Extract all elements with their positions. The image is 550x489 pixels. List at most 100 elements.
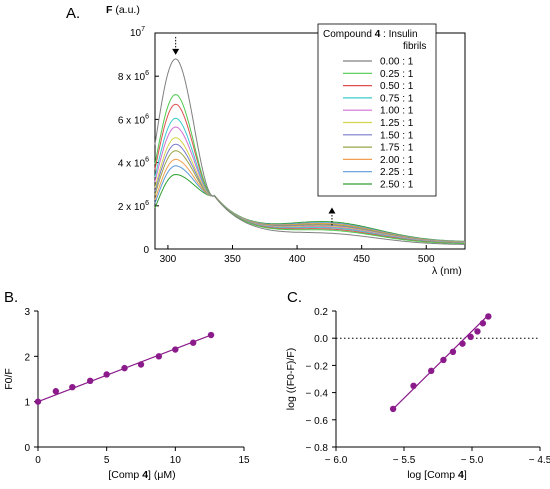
panel-a-y-tick-exponent: 6 <box>145 157 149 164</box>
panel-c-y-tick-label: − 0.6 <box>305 416 328 427</box>
panel-a-legend-label: 1.00 : 1 <box>380 106 414 117</box>
panel-c-y-tick-label: 0.0 <box>314 334 328 345</box>
panel-a-x-tick-label: 300 <box>160 254 177 265</box>
panel-a-legend-label: 2.50 : 1 <box>380 180 414 191</box>
panel-a-y-multiplier-exp: 7 <box>141 26 145 33</box>
panel-b-x-tick-label: 15 <box>238 455 250 466</box>
panel-b-data-point <box>121 364 128 372</box>
panel-b-x-axis-label-suffix: ] (μM) <box>148 469 176 481</box>
panel-a-y-tick-label: 6 x 106 <box>118 113 149 126</box>
panel-a-x-tick-label: 400 <box>289 254 306 265</box>
panel-a-y-tick-exponent: 6 <box>145 70 149 77</box>
panel-c-data-point <box>440 356 447 364</box>
panel-a-y-multiplier: 107 <box>130 26 145 39</box>
panel-c-x-ticks: − 6.0 − 5.5 − 5.0 − 4.5 <box>325 447 550 466</box>
panel-b-data-point <box>207 331 215 339</box>
panel-c-x-axis-label-bold: 4 <box>458 469 464 481</box>
panel-a-spectrum-line <box>154 94 465 245</box>
panel-a-y-tick-exponent: 6 <box>145 113 149 120</box>
panel-c-data-point <box>449 348 457 355</box>
panel-a-spectra <box>154 58 466 245</box>
panel-b-data-point <box>155 353 163 360</box>
panel-c-x-tick-label: − 5.0 <box>461 455 484 466</box>
panel-b-data-point <box>103 371 110 378</box>
panel-c-data-point <box>467 333 474 341</box>
panel-a-y-tick-mantissa: 4 x 10 <box>118 159 146 170</box>
panel-a-y-tick-exponent: 6 <box>145 200 149 207</box>
panel-a-legend-label: 2.25 : 1 <box>380 167 414 178</box>
panel-b-y-ticks: 0 1 2 3 <box>24 307 38 454</box>
panel-a-legend: Compound 4 : Insulin fibrils 0.00 : 10.2… <box>317 23 437 197</box>
panel-b-x-axis-label: [Comp 4] (μM) <box>108 469 175 481</box>
panel-b-data-point <box>69 383 76 391</box>
panel-a-legend-items: 0.00 : 10.25 : 10.50 : 10.75 : 1 1.00 : 1… <box>343 57 414 191</box>
panel-c-x-axis-label: log [Comp 4] <box>407 469 467 481</box>
panel-a-y-axis-label: F (a.u.) <box>106 4 140 16</box>
panel-c-y-tick-label: − 0.4 <box>305 389 328 400</box>
panel-b-x-ticks: 0 5 10 15 <box>35 447 250 466</box>
panel-a-legend-label: 2.00 : 1 <box>380 155 414 166</box>
panel-a-y-multiplier-base: 10 <box>130 28 142 39</box>
panel-c-x-tick-label: − 5.5 <box>393 455 416 466</box>
panel-c-x-axis-label-prefix: log [Comp <box>407 469 458 481</box>
panel-b-data-point <box>86 377 94 385</box>
panel-a-legend-title-bold: 4 <box>375 29 381 40</box>
panel-a-y-axis-label-unit: (a.u.) <box>115 4 140 16</box>
panel-a-y-tick-label: 0 <box>143 245 149 256</box>
panel-c-y-tick-label: − 0.2 <box>305 361 328 372</box>
panel-a-arrow-down-head <box>172 48 180 55</box>
panel-a-legend-title: Compound 4 : Insulin <box>323 29 418 40</box>
panel-a-legend-label: 0.50 : 1 <box>380 81 414 92</box>
panel-a-x-tick-label: 350 <box>224 254 241 265</box>
panel-c-fit <box>392 314 489 410</box>
panel-b-data-point <box>172 346 179 353</box>
panel-c-data-point <box>389 405 397 413</box>
panel-a-y-tick-mantissa: 6 x 10 <box>118 115 146 126</box>
panel-c-data-point <box>474 328 481 335</box>
panel-c-fit-line <box>392 314 489 410</box>
panel-a-y-tick-label: 4 x 106 <box>118 157 149 170</box>
panel-c-data-point <box>485 313 492 320</box>
panel-c-data-point <box>459 340 466 347</box>
panel-a-y-tick-label: 8 x 106 <box>118 70 149 83</box>
panel-c-label: C. <box>287 289 302 306</box>
panel-a-y-tick-label: 2 x 106 <box>118 200 149 213</box>
panel-a-legend-label: 1.50 : 1 <box>380 130 414 141</box>
panel-b-x-axis-label-bold: 4 <box>142 469 148 481</box>
panel-b-data-point <box>34 398 42 405</box>
panel-b: B. 0 1 2 3 0 5 10 15 F0/F [Comp 4] (μM) <box>3 289 250 481</box>
panel-a-legend-title-line2: fibrils <box>403 41 426 52</box>
panel-c-x-tick-label: − 6.0 <box>325 455 348 466</box>
panel-a-y-axis-label-bold: F <box>106 4 113 16</box>
panel-a-x-ticks: 300 350 400 450 500 <box>160 245 435 265</box>
panel-b-points <box>34 331 215 405</box>
panel-a-x-tick-label: 500 <box>418 254 435 265</box>
panel-b-y-axis-label: F0/F <box>3 368 15 390</box>
panel-c-y-tick-label: − 0.8 <box>305 443 328 454</box>
panel-c-y-ticks: 0.2 0.0 − 0.2 − 0.4 − 0.6 − 0.8 <box>305 307 336 454</box>
panel-c-y-tick-label: 0.2 <box>314 307 328 318</box>
panel-b-y-tick-label: 1 <box>24 398 30 409</box>
panel-b-x-tick-label: 10 <box>170 455 182 466</box>
panel-a-legend-label: 0.25 : 1 <box>380 69 414 80</box>
panel-b-label: B. <box>4 289 18 306</box>
panel-c-points <box>389 313 492 413</box>
panel-c-data-point <box>479 320 487 327</box>
panel-a-spectrum-line <box>154 58 465 245</box>
panel-a-legend-label: 1.25 : 1 <box>380 118 414 129</box>
panel-b-x-tick-label: 0 <box>35 455 41 466</box>
panel-a-legend-label: 0.75 : 1 <box>380 93 414 104</box>
panel-b-x-axis-label-prefix: [Comp <box>108 469 142 481</box>
panel-a-legend-title-prefix: Compound <box>323 29 375 40</box>
panel-a-y-tick-mantissa: 0 <box>143 245 149 256</box>
panel-c: C. 0.2 0.0 − 0.2 − 0.4 − 0.6 − 0.8 − 6.0 − 5.5… <box>285 289 550 481</box>
panel-b-x-tick-label: 5 <box>104 455 110 466</box>
panel-c-y-axis-label: log ((F0-F)/F) <box>285 348 297 410</box>
panel-a-legend-label: 0.00 : 1 <box>380 57 414 68</box>
panel-b-y-tick-label: 3 <box>24 307 30 318</box>
panel-a-arrows <box>172 36 336 226</box>
panel-b-data-point <box>189 339 197 346</box>
panel-a-arrow-up-head <box>328 207 336 214</box>
